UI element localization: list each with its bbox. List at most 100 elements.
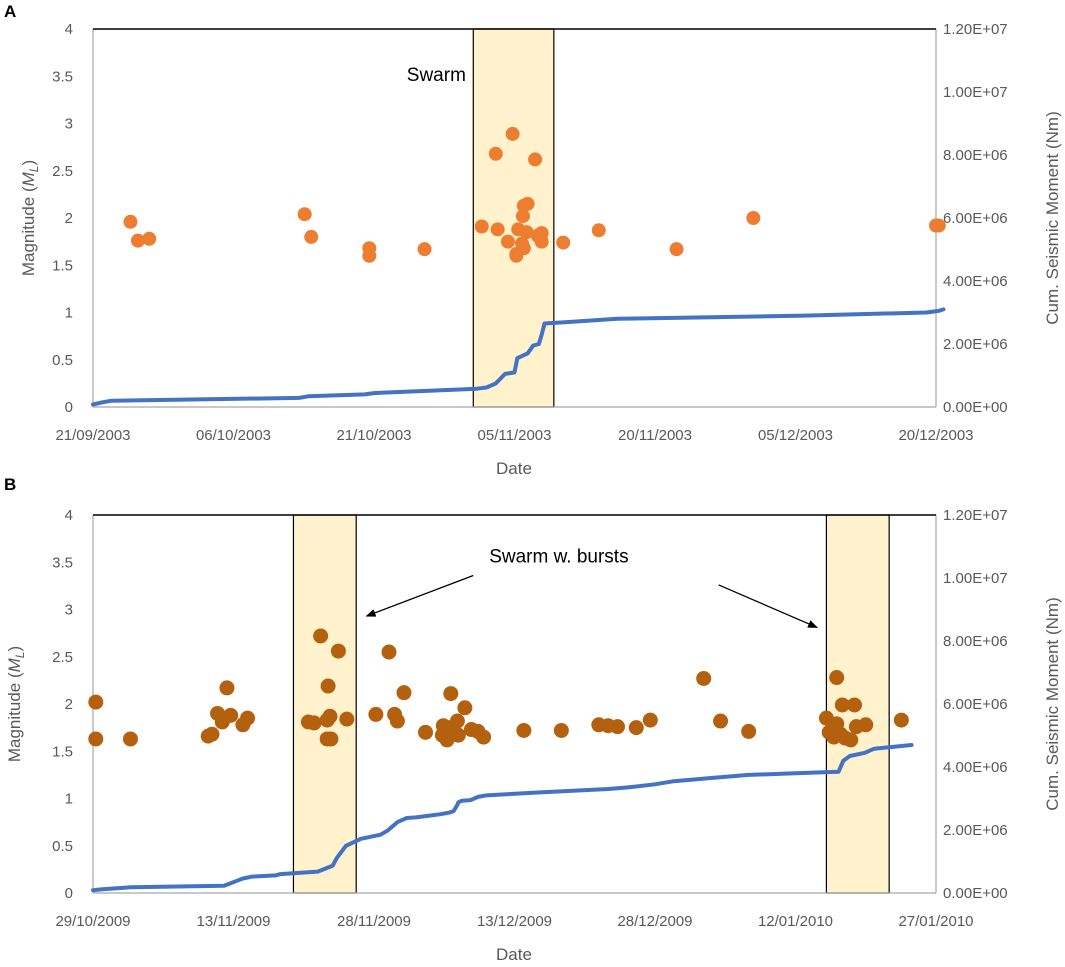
panel-b-x-tick-label: 29/10/2009	[55, 913, 130, 930]
panel-a-magnitude-point	[528, 152, 543, 167]
panel-b-magnitude-point	[443, 686, 459, 702]
panel-b-magnitude-point	[320, 678, 336, 694]
panel-b-label: B	[4, 475, 16, 494]
panel-a-x-tick-label: 21/10/2003	[336, 427, 411, 444]
panel-a-y-tick-label: 3.5	[52, 68, 73, 85]
panel-a-y2-tick-label: 4.00E+06	[943, 273, 1008, 290]
panel-a-points	[123, 126, 946, 263]
panel-a-y-tick-label: 3	[65, 116, 73, 133]
panel-a-y2-tick-label: 2.00E+06	[943, 336, 1008, 353]
panel-b-y-title: Magnitude (ML)	[5, 646, 27, 762]
panel-b-y-tick-label: 2	[65, 696, 73, 713]
panel-b-magnitude-point	[418, 724, 434, 740]
panel-b-arrow-2	[718, 584, 818, 629]
panel-a-x-tick-label: 05/11/2003	[478, 427, 552, 444]
panel-b-y-ticks: 0 0.5 1 1.5 2 2.5 3 3.5 4	[52, 507, 73, 902]
panel-a-magnitude-point	[474, 219, 489, 234]
panel-b-x-title: Date	[496, 945, 532, 964]
panel-b-highlights	[292, 514, 890, 894]
panel-b-magnitude-point	[553, 722, 569, 738]
panel-b-magnitude-point	[834, 697, 850, 713]
panel-b-magnitude-point	[368, 706, 384, 722]
panel-a-magnitude-point	[130, 233, 145, 248]
panel-b-magnitude-point	[516, 722, 532, 738]
panel-a-magnitude-point	[520, 196, 535, 211]
panel-b-arrows	[365, 574, 818, 629]
panel-a-y2-title: Cum. Seismic Moment (Nm)	[1043, 111, 1062, 324]
panel-a-magnitude-point	[530, 228, 545, 243]
panel-b-x-tick-label: 28/12/2009	[617, 913, 692, 930]
panel-a-y-title-subscript: L	[27, 166, 41, 173]
panel-b-y-title-subscript: L	[13, 652, 27, 659]
panel-b-y-tick-label: 3.5	[52, 554, 73, 571]
panel-a-y-tick-label: 1	[65, 305, 73, 322]
panel-a-y-tick-label: 2	[65, 210, 73, 227]
panel-b-magnitude-point	[628, 720, 644, 736]
panel-a-magnitude-point	[509, 248, 524, 263]
panel-b-magnitude-point	[330, 643, 346, 659]
panel-b-y-title-symbol: M	[5, 657, 24, 672]
panel-a-x-tick-label: 05/12/2003	[758, 427, 833, 444]
panel-a-magnitude-point	[591, 223, 606, 238]
panel-b-magnitude-point	[829, 670, 845, 686]
panel-b-magnitude-point	[476, 729, 492, 745]
panel-a-cumulative-line	[91, 307, 946, 407]
panel-a-magnitude-point	[556, 235, 571, 250]
panel-b-y2-tick-label: 1.20E+07	[943, 507, 1008, 524]
panel-a-y-tick-label: 0.5	[52, 352, 73, 369]
panel-b-magnitude-point	[88, 694, 104, 710]
panel-b-magnitude-point	[713, 713, 729, 729]
panel-b-y2-title: Cum. Seismic Moment (Nm)	[1043, 597, 1062, 810]
panel-b-y-tick-label: 2.5	[52, 649, 73, 666]
panel-b-magnitude-point	[858, 717, 874, 733]
panel-a-magnitude-point	[746, 211, 761, 225]
panel-a-y-title-symbol: M	[19, 171, 38, 186]
panel-b-y-tick-label: 4	[65, 507, 73, 524]
panel-a-x-tick-label: 20/11/2003	[618, 427, 692, 444]
panel-b-x-ticks: 29/10/2009 13/11/2009 28/11/2009 13/12/2009…	[55, 913, 973, 930]
panel-b-highlight-1	[292, 514, 357, 894]
panel-a-x-tick-label: 06/10/2003	[196, 427, 271, 444]
panel-b-magnitude-point	[741, 723, 757, 739]
panel-b-y-tick-label: 0	[65, 885, 73, 902]
panel-a-magnitude-point	[417, 242, 432, 257]
panel-a-magnitude-point	[519, 225, 534, 240]
panel-b-magnitude-point	[204, 726, 220, 742]
panel-b-magnitude-point	[306, 715, 322, 731]
panel-b-x-tick-label: 27/01/2010	[898, 913, 973, 930]
panel-a-x-title: Date	[496, 459, 532, 478]
panel-a-y-tick-label: 1.5	[52, 257, 73, 274]
panel-b-annotation: Swarm w. bursts	[489, 546, 628, 567]
panel-b-magnitude-point	[88, 731, 104, 747]
panel-b-y2-tick-label: 1.00E+07	[943, 570, 1008, 587]
panel-b-x-tick-label: 12/01/2010	[758, 913, 833, 930]
panel-b-y-tick-label: 0.5	[52, 838, 73, 855]
panel-b-y2-tick-label: 8.00E+06	[943, 633, 1008, 650]
panel-a-magnitude-point	[490, 222, 505, 237]
panel-b-magnitude-point	[219, 680, 235, 696]
panel-b-cumulative-line	[91, 743, 914, 893]
panel-b-magnitude-point	[642, 712, 658, 728]
panel-a-y-tick-label: 0	[65, 399, 73, 416]
panel-b-magnitude-point	[339, 711, 355, 727]
panel-a-y-title-close: )	[19, 160, 38, 166]
panel-b-y-tick-label: 1.5	[52, 743, 73, 760]
panel-a-magnitude-point	[931, 218, 946, 233]
panel-b-magnitude-point	[457, 700, 473, 716]
panel-b-magnitude-point	[843, 732, 859, 748]
panel-a-magnitude-point	[505, 126, 520, 141]
panel-b-magnitude-point	[240, 710, 256, 726]
panel-a-y-tick-label: 2.5	[52, 163, 73, 180]
panel-a-magnitude-point	[123, 214, 138, 229]
panel-b-magnitude-point	[389, 713, 405, 729]
panel-a-annotation: Swarm	[407, 65, 466, 86]
panel-a-magnitude-point	[297, 207, 312, 222]
panel-b-magnitude-point	[396, 685, 412, 701]
panel-b-x-tick-label: 28/11/2009	[337, 913, 411, 930]
panel-b-y2-tick-label: 2.00E+06	[943, 822, 1008, 839]
panel-b-magnitude-point	[610, 719, 626, 735]
panel-b-magnitude-point	[313, 628, 329, 644]
panel-b-magnitude-point	[696, 670, 712, 686]
panel-b-magnitude-point	[323, 731, 339, 747]
